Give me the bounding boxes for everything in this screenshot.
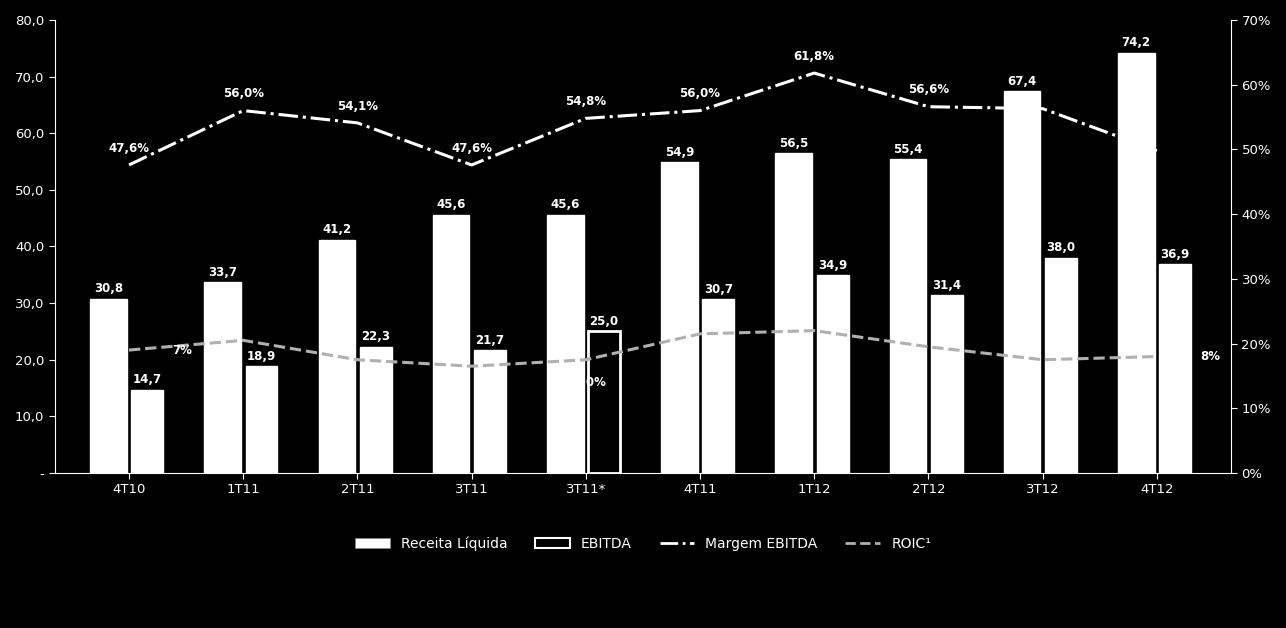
- Text: 31,4: 31,4: [932, 279, 961, 292]
- Text: 8%: 8%: [1200, 350, 1220, 363]
- Text: 54,1%: 54,1%: [337, 100, 378, 112]
- Bar: [360, 347, 392, 473]
- Bar: [1118, 53, 1155, 473]
- Bar: [931, 295, 963, 473]
- Text: 56,6%: 56,6%: [908, 84, 949, 96]
- Bar: [775, 153, 811, 473]
- Bar: [547, 215, 584, 473]
- Text: 34,9: 34,9: [818, 259, 847, 272]
- Text: 16,0%: 16,0%: [566, 376, 606, 389]
- Bar: [890, 160, 926, 473]
- Bar: [1004, 91, 1040, 473]
- Bar: [246, 366, 278, 473]
- Text: 25,0: 25,0: [589, 315, 619, 328]
- Text: 67,4: 67,4: [1007, 75, 1037, 88]
- Text: 18,9: 18,9: [247, 350, 276, 362]
- Bar: [1159, 264, 1191, 473]
- Text: 54,8%: 54,8%: [566, 95, 607, 108]
- Bar: [1046, 258, 1076, 473]
- Text: 56,0%: 56,0%: [222, 87, 264, 100]
- Text: 47,6%: 47,6%: [108, 141, 149, 154]
- Text: 74,2: 74,2: [1121, 36, 1151, 50]
- Bar: [319, 240, 355, 473]
- Bar: [661, 162, 698, 473]
- Text: 45,6: 45,6: [550, 198, 580, 212]
- Text: 14,7: 14,7: [132, 374, 162, 386]
- Text: 7%: 7%: [172, 344, 193, 357]
- Text: 21,7: 21,7: [476, 333, 504, 347]
- Text: 56,5: 56,5: [779, 137, 809, 149]
- Bar: [90, 298, 127, 473]
- Bar: [702, 299, 734, 473]
- Text: 54,9: 54,9: [665, 146, 694, 159]
- Bar: [433, 215, 469, 473]
- Bar: [475, 350, 505, 473]
- Text: 41,2: 41,2: [323, 224, 351, 236]
- Legend: Receita Líquida, EBITDA, Margem EBITDA, ROIC¹: Receita Líquida, EBITDA, Margem EBITDA, …: [350, 531, 936, 556]
- Text: 36,9: 36,9: [1160, 247, 1190, 261]
- Bar: [588, 332, 620, 473]
- Text: 30,8: 30,8: [94, 282, 123, 295]
- Text: 33,7: 33,7: [208, 266, 237, 279]
- Bar: [131, 390, 163, 473]
- Text: 45,6: 45,6: [436, 198, 466, 212]
- Text: 30,7: 30,7: [703, 283, 733, 296]
- Text: 38,0: 38,0: [1047, 241, 1075, 254]
- Text: 61,8%: 61,8%: [793, 50, 835, 63]
- Bar: [204, 282, 240, 473]
- Bar: [817, 275, 849, 473]
- Text: 47,6%: 47,6%: [451, 141, 493, 154]
- Text: 22,3: 22,3: [361, 330, 390, 344]
- Text: 55,4: 55,4: [894, 143, 922, 156]
- Text: 56,0%: 56,0%: [679, 87, 720, 100]
